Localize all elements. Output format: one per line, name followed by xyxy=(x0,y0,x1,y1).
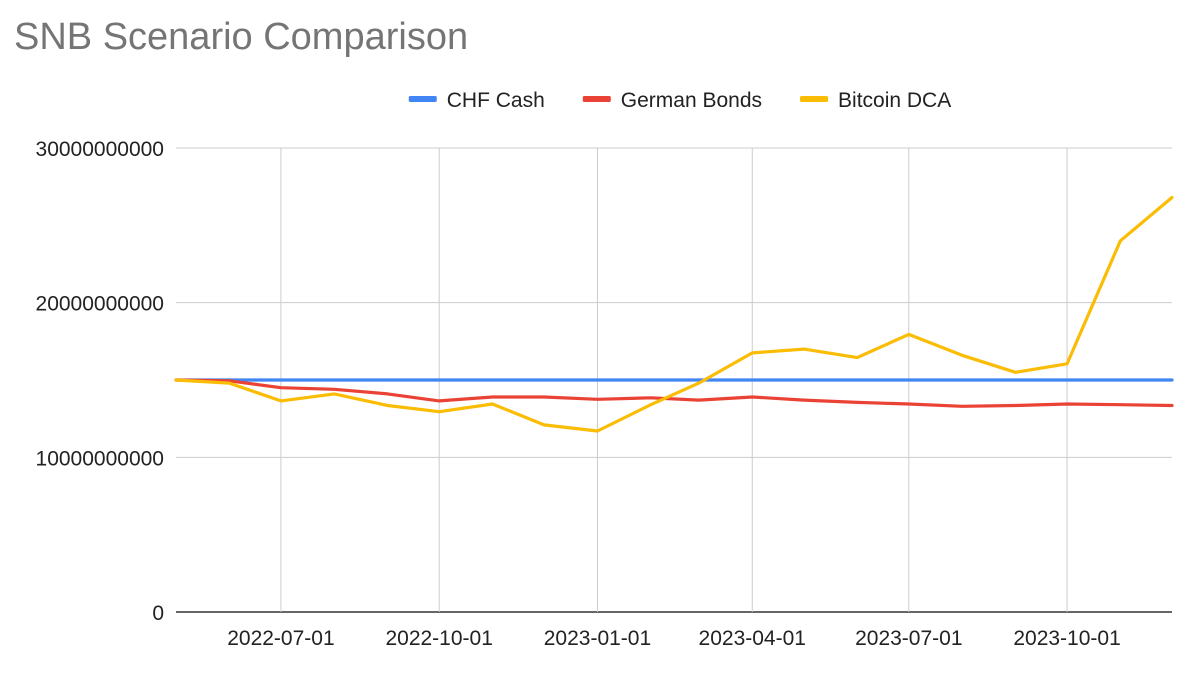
x-tick-label: 2023-04-01 xyxy=(699,627,806,650)
y-tick-label: 20000000000 xyxy=(36,293,164,316)
x-tick-label: 2022-07-01 xyxy=(227,627,334,650)
y-axis-tick-labels: 0 10000000000 20000000000 30000000000 xyxy=(36,138,164,625)
legend-label: German Bonds xyxy=(621,89,762,112)
legend-swatch xyxy=(800,96,829,102)
y-tick-label: 0 xyxy=(152,602,164,625)
legend-label: CHF Cash xyxy=(447,89,545,112)
legend-swatch xyxy=(408,96,437,102)
legend-swatch xyxy=(582,96,611,102)
legend: CHF Cash German Bonds Bitcoin DCA xyxy=(408,89,951,112)
x-axis-tick-labels: 2022-07-01 2022-10-01 2023-01-01 2023-04-01… xyxy=(227,627,1121,650)
x-tick-label: 2023-10-01 xyxy=(1013,627,1120,650)
x-tick-label: 2023-07-01 xyxy=(855,627,962,650)
y-tick-label: 10000000000 xyxy=(36,447,164,470)
chart-title: SNB Scenario Comparison xyxy=(14,16,469,58)
y-tick-label: 30000000000 xyxy=(36,138,164,161)
series-line-bitcoin-dca xyxy=(174,195,1174,433)
x-tick-label: 2022-10-01 xyxy=(385,627,492,650)
series-line-german-bonds xyxy=(174,378,1174,408)
series-lines xyxy=(174,195,1174,433)
legend-label: Bitcoin DCA xyxy=(838,89,951,112)
x-tick-label: 2023-01-01 xyxy=(544,627,651,650)
